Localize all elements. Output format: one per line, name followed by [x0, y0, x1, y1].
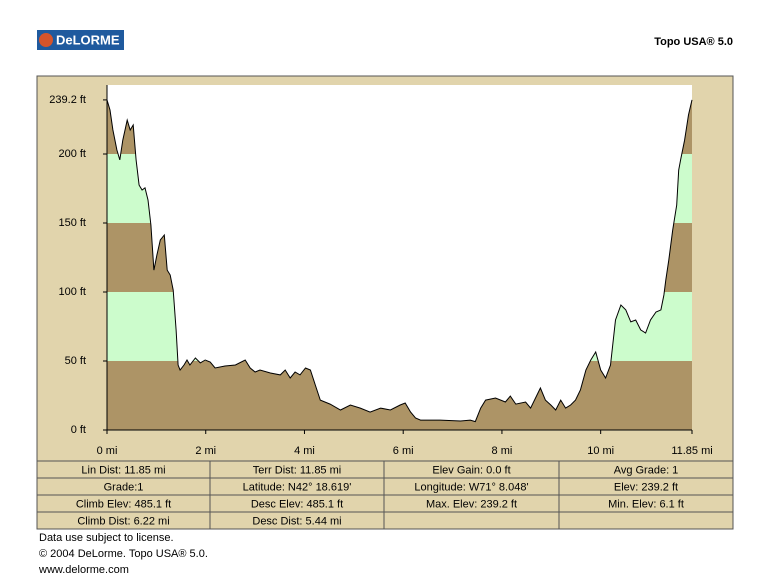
logo-box — [37, 30, 124, 50]
table-cell-text: Terr Dist: 11.85 mi — [253, 464, 341, 476]
table-cell-text: Min. Elev: 6.1 ft — [608, 498, 684, 510]
x-tick-label: 0 mi — [97, 445, 118, 457]
y-tick-label: 50 ft — [65, 355, 86, 367]
x-tick-label: 8 mi — [492, 445, 513, 457]
y-tick-label: 0 ft — [71, 424, 86, 436]
product-name: Topo USA® 5.0 — [654, 36, 733, 48]
footer-line: Data use subject to license. — [39, 532, 174, 544]
x-tick-label: 10 mi — [587, 445, 614, 457]
table-cell-text: Desc Dist: 5.44 mi — [252, 515, 341, 527]
profile-line — [106, 99, 693, 423]
table-cell-text: Elev Gain: 0.0 ft — [432, 464, 510, 476]
y-tick-label: 100 ft — [58, 286, 86, 298]
table-cell-text: Avg Grade: 1 — [614, 464, 679, 476]
table-cell-text: Climb Elev: 485.1 ft — [76, 498, 171, 510]
table-cell-text: Elev: 239.2 ft — [614, 481, 678, 493]
logo: DeLORME — [56, 32, 120, 47]
y-tick-label: 200 ft — [58, 148, 86, 160]
y-tick-label: 239.2 ft — [49, 94, 86, 106]
table-cell — [383, 511, 560, 530]
x-tick-label: 6 mi — [393, 445, 414, 457]
table-cell-text: Lin Dist: 11.85 mi — [81, 464, 165, 476]
table-cell-text: Desc Elev: 485.1 ft — [251, 498, 343, 510]
y-tick-label: 150 ft — [58, 217, 86, 229]
x-tick-label: 11.85 mi — [671, 445, 712, 457]
table-cell-text: Latitude: N42° 18.619' — [243, 481, 352, 493]
footer-line: www.delorme.com — [38, 564, 129, 576]
table-cell-text: Grade:1 — [104, 481, 144, 493]
logo-globe — [39, 33, 53, 47]
table-cell-text: Climb Dist: 6.22 mi — [77, 515, 169, 527]
footer-line: © 2004 DeLorme. Topo USA® 5.0. — [39, 548, 208, 560]
x-tick-label: 4 mi — [294, 445, 315, 457]
table-cell-text: Max. Elev: 239.2 ft — [426, 498, 517, 510]
table-cell — [558, 511, 734, 530]
x-tick-label: 2 mi — [195, 445, 216, 457]
table-cell-text: Longitude: W71° 8.048' — [414, 481, 528, 493]
